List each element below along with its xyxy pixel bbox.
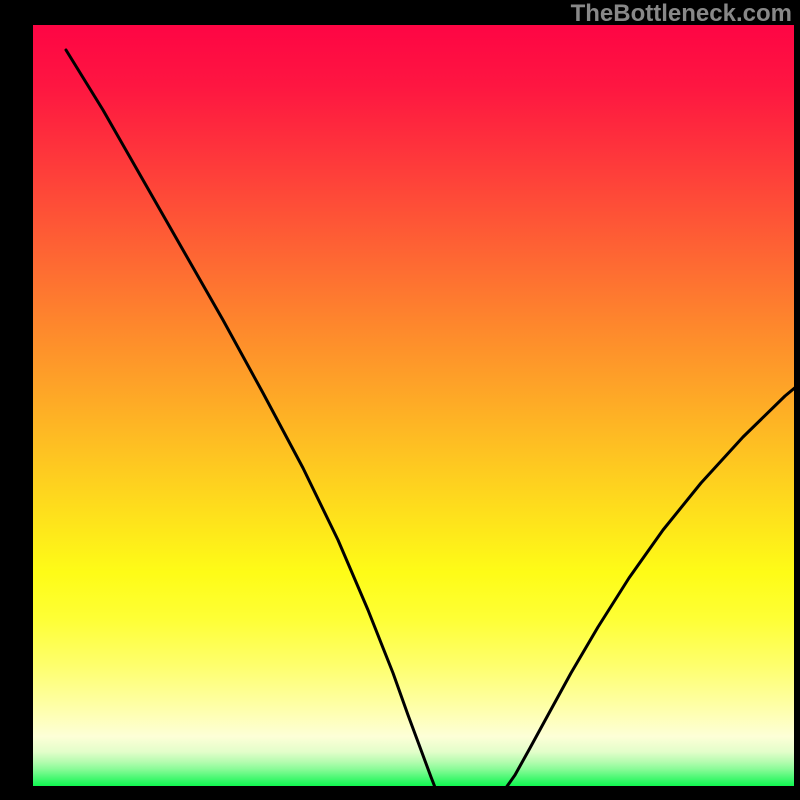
bottleneck-curve bbox=[66, 50, 800, 800]
watermark-label: TheBottleneck.com bbox=[571, 0, 792, 28]
chart-frame: TheBottleneck.com bbox=[0, 0, 800, 800]
plot-area bbox=[33, 25, 794, 786]
chart-svg bbox=[33, 25, 800, 800]
